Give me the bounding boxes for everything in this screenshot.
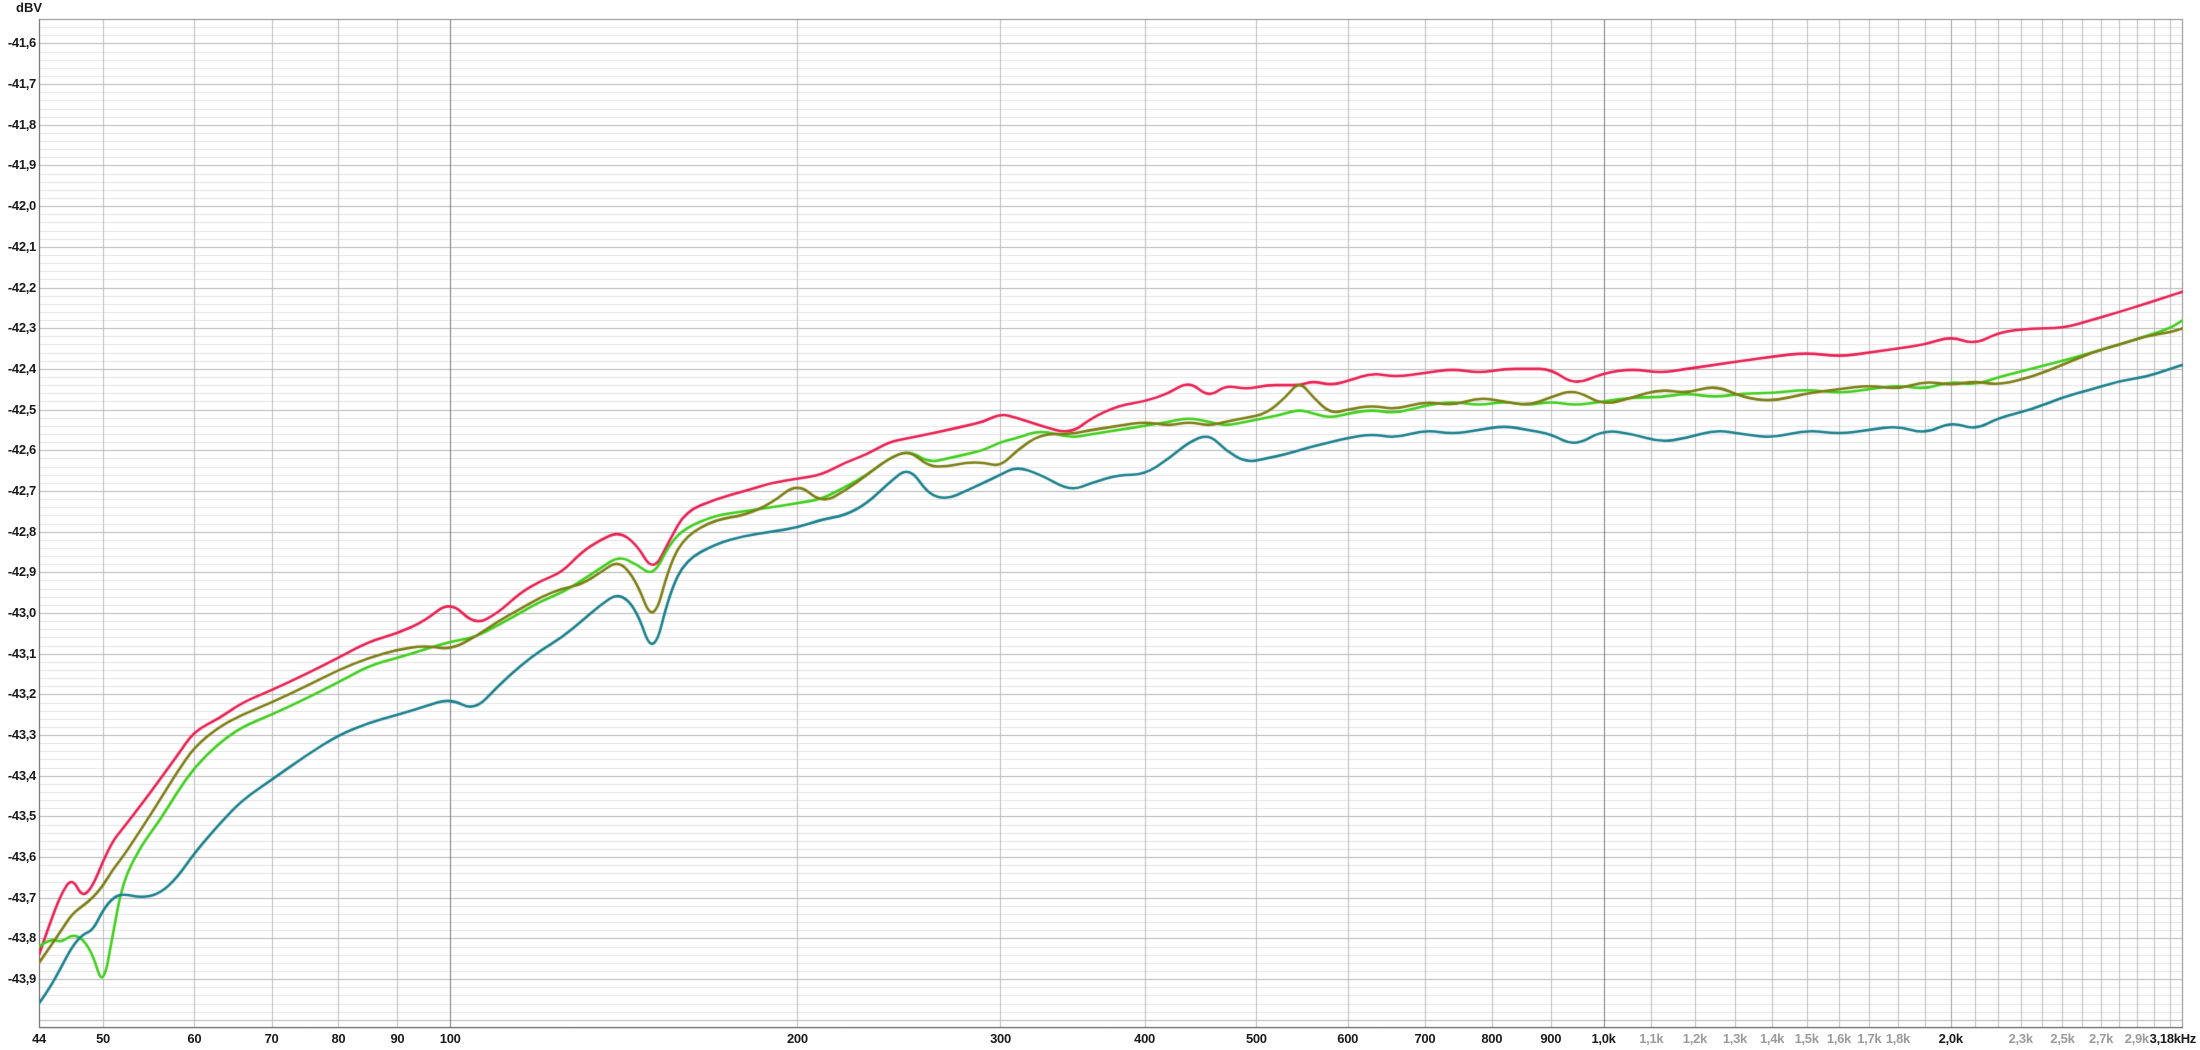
x-tick-label: 1,2k	[1682, 1031, 1707, 1046]
y-tick-label: -42,5	[7, 401, 36, 417]
y-tick-label: -42,9	[7, 564, 36, 580]
x-tick-label: 500	[1245, 1031, 1267, 1046]
y-tick-label: -42,0	[7, 198, 36, 214]
y-tick-label: -43,8	[7, 930, 36, 946]
x-tick-label: 1,6k	[1826, 1031, 1851, 1046]
x-tick-label: 1,1k	[1639, 1031, 1664, 1046]
y-tick-label: -42,7	[7, 482, 36, 498]
x-tick-label: 80	[331, 1031, 346, 1046]
y-tick-label: -42,6	[7, 442, 36, 458]
x-tick-label: 2,3k	[2008, 1031, 2033, 1046]
y-tick-label: -42,3	[7, 320, 36, 336]
x-tick-label: 44	[32, 1031, 46, 1046]
x-tick-label: 300	[990, 1031, 1011, 1046]
x-tick-label: 1,8k	[1885, 1031, 1910, 1046]
x-tick-label: 200	[786, 1031, 808, 1046]
x-tick-label: 100	[439, 1031, 461, 1046]
x-tick-label: 50	[96, 1031, 110, 1046]
y-tick-label: -41,7	[7, 76, 36, 92]
x-tick-label: 3,18kHz	[2149, 1031, 2197, 1046]
y-axis-unit-label: dBV	[16, 0, 42, 15]
x-tick-label: 60	[187, 1031, 202, 1046]
x-tick-label: 2,0k	[1938, 1031, 1963, 1046]
y-tick-label: -41,9	[7, 157, 36, 173]
y-tick-label: -43,1	[7, 645, 36, 661]
x-tick-label: 600	[1337, 1031, 1359, 1046]
y-tick-label: -43,6	[7, 849, 36, 865]
y-tick-label: -42,8	[7, 523, 36, 539]
y-tick-label: -42,2	[7, 279, 36, 295]
y-tick-label: -43,2	[7, 686, 36, 702]
x-tick-label: 2,9k	[2124, 1031, 2149, 1046]
x-tick-label: 800	[1481, 1031, 1503, 1046]
x-tick-label: 1,0k	[1591, 1031, 1616, 1046]
x-tick-label: 2,5k	[2050, 1031, 2075, 1046]
y-tick-label: -43,5	[7, 808, 36, 824]
x-tick-label: 1,3k	[1722, 1031, 1747, 1046]
y-tick-label: -42,1	[7, 238, 36, 254]
x-tick-label: 1,7k	[1857, 1031, 1882, 1046]
y-tick-label: -43,3	[7, 727, 36, 743]
x-tick-label: 70	[264, 1031, 279, 1046]
y-tick-label: -43,4	[7, 767, 36, 783]
x-tick-label: 1,5k	[1794, 1031, 1819, 1046]
x-tick-label: 900	[1540, 1031, 1562, 1046]
x-tick-label: 1,4k	[1760, 1031, 1785, 1046]
x-tick-label: 2,7k	[2088, 1031, 2114, 1046]
x-tick-label: 400	[1134, 1031, 1155, 1046]
y-tick-label: -43,7	[7, 889, 36, 905]
y-tick-label: -43,0	[7, 605, 36, 620]
y-tick-label: -43,9	[7, 971, 36, 987]
y-tick-label: -42,4	[7, 360, 36, 376]
x-tick-label: 90	[390, 1031, 405, 1046]
y-tick-label: -41,8	[7, 116, 36, 132]
x-tick-label: 700	[1414, 1031, 1436, 1046]
y-tick-label: -41,6	[7, 35, 36, 51]
